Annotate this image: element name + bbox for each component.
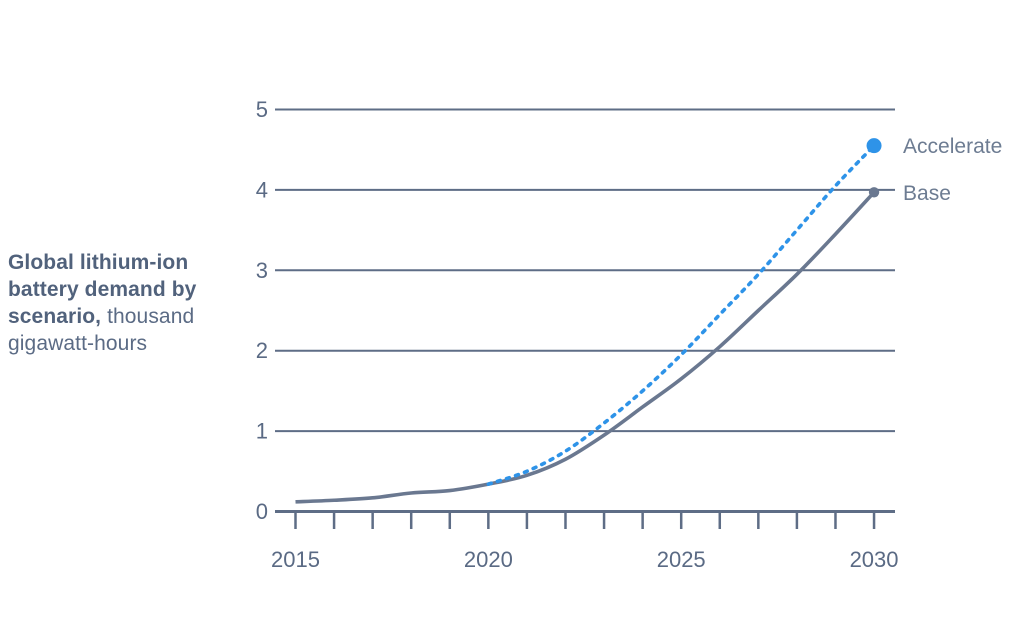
y-tick-label-2: 2 xyxy=(256,338,268,363)
series-end-dot-accelerate xyxy=(866,138,882,154)
series-group xyxy=(295,138,882,504)
series-label-accelerate: Accelerate xyxy=(903,135,1002,158)
chart-title: Global lithium-ion battery demand by sce… xyxy=(8,249,242,357)
chart-title-regular: thousand gigawatt-hours xyxy=(8,305,195,355)
series-line-base xyxy=(295,191,876,504)
x-tick-label-2030: 2030 xyxy=(850,547,899,572)
axis-group xyxy=(275,510,895,529)
x-tick-label-2025: 2025 xyxy=(657,547,706,572)
tick-labels-group: 0 1 2 3 4 5 2015 2020 2025 2030 xyxy=(256,97,899,572)
y-tick-label-1: 1 xyxy=(256,419,268,444)
series-label-base: Base xyxy=(903,182,951,205)
y-tick-label-3: 3 xyxy=(256,258,268,283)
series-end-dot-base xyxy=(868,187,880,198)
y-tick-label-0: 0 xyxy=(256,499,268,524)
series-line-accelerate xyxy=(486,143,876,486)
series-labels-group: Base Accelerate xyxy=(903,135,1002,205)
y-tick-label-5: 5 xyxy=(256,97,268,122)
y-tick-label-4: 4 xyxy=(256,177,268,202)
chart-title-bold: Global lithium-ion battery demand by sce… xyxy=(8,251,197,328)
gridlines-group xyxy=(275,108,895,433)
x-tick-label-2015: 2015 xyxy=(271,547,320,572)
x-tick-label-2020: 2020 xyxy=(464,547,513,572)
